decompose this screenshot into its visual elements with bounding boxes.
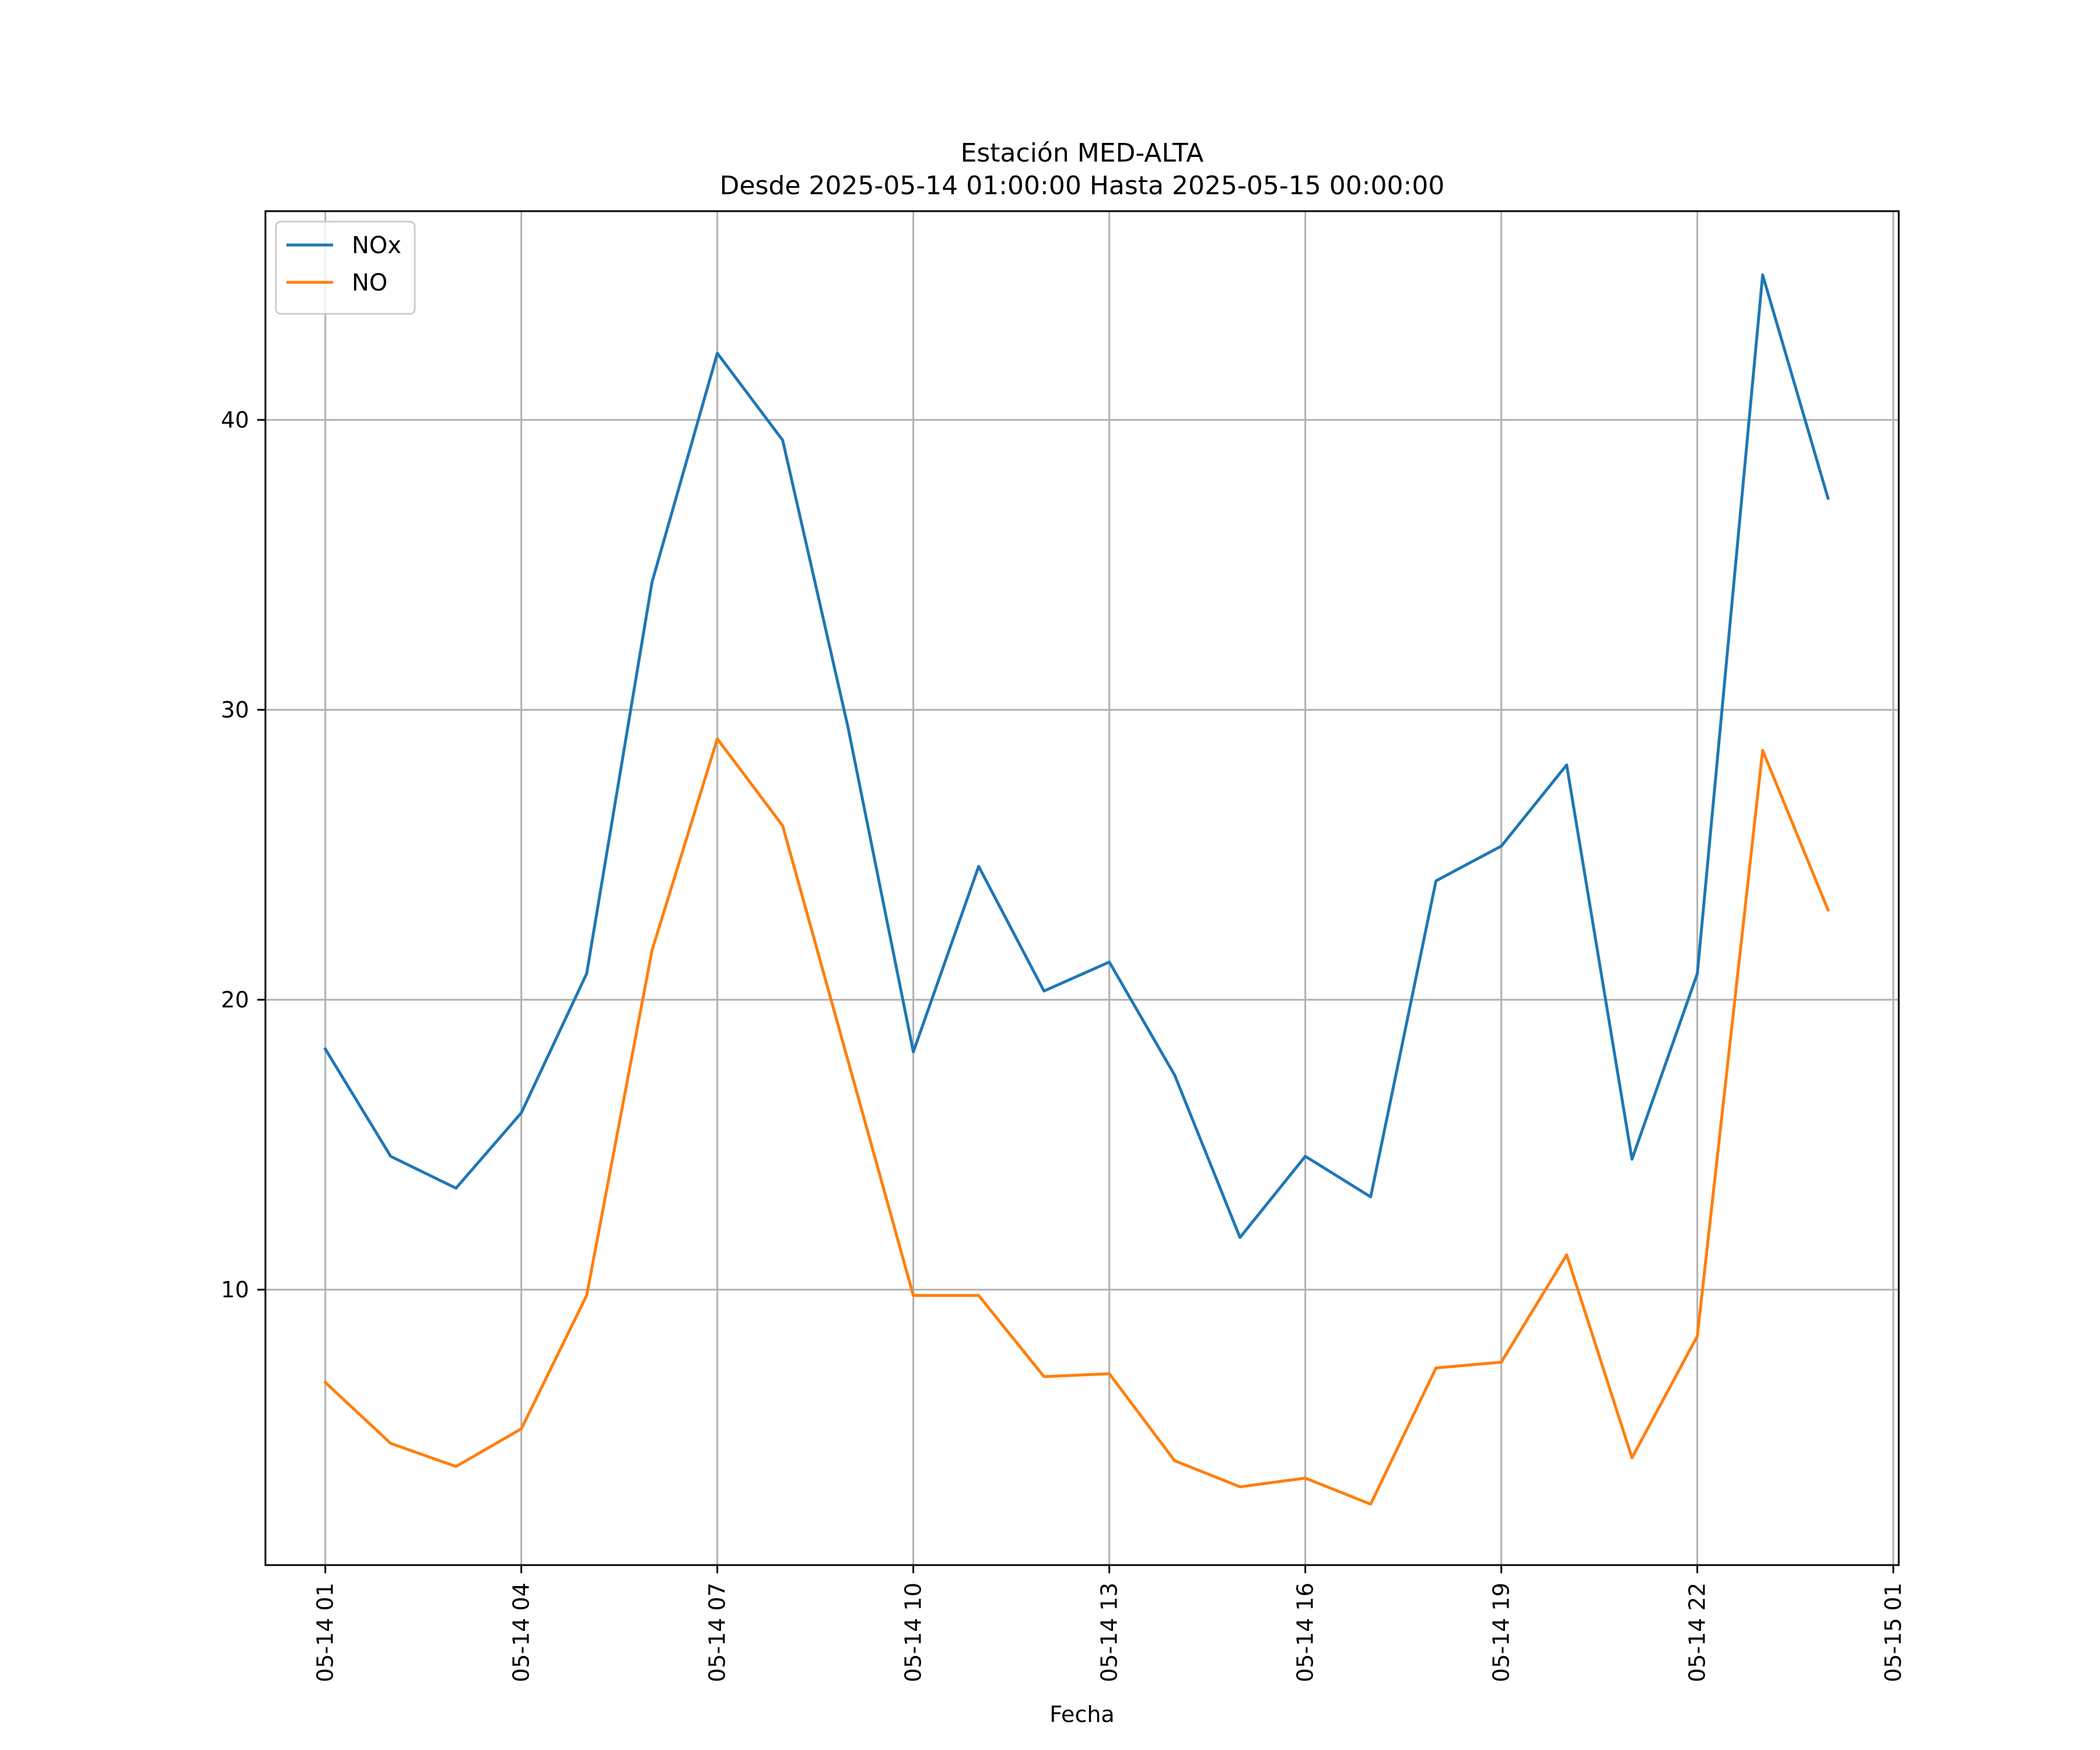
y-tick-label: 20 <box>221 987 249 1013</box>
series-lines <box>323 273 1830 1506</box>
legend: NOx NO <box>275 220 416 315</box>
x-tick-label: 05-14 01 <box>313 1583 338 1682</box>
x-tick-label: 05-15 01 <box>1881 1583 1906 1682</box>
y-axis: 10 20 30 40 <box>221 407 265 1303</box>
x-axis-label: Fecha <box>1049 1702 1114 1727</box>
plot-frame <box>264 210 1900 1566</box>
x-tick-label: 05-14 13 <box>1097 1583 1122 1682</box>
grid <box>265 211 1899 1565</box>
x-tick-label: 05-14 19 <box>1489 1583 1514 1682</box>
series-line-no <box>323 737 1830 1506</box>
legend-label: NOx <box>352 232 401 259</box>
legend-label: NO <box>352 270 387 296</box>
x-tick-label: 05-14 07 <box>705 1583 730 1682</box>
x-tick-label: 05-14 16 <box>1293 1583 1318 1682</box>
x-tick-label: 05-14 22 <box>1685 1583 1710 1682</box>
x-tick-label: 05-14 04 <box>509 1583 534 1682</box>
y-tick-label: 10 <box>221 1277 249 1303</box>
y-tick-label: 40 <box>221 407 249 433</box>
chart-title: Estación MED-ALTA <box>961 138 1204 168</box>
x-tick-label: 05-14 10 <box>901 1583 926 1682</box>
chart-subtitle: Desde 2025-05-14 01:00:00 Hasta 2025-05-… <box>720 171 1445 201</box>
x-axis: 05-14 01 05-14 04 05-14 07 05-14 10 05-14 13… <box>313 1565 1906 1682</box>
y-tick-label: 30 <box>221 697 249 723</box>
series-line-nox <box>323 273 1830 1239</box>
